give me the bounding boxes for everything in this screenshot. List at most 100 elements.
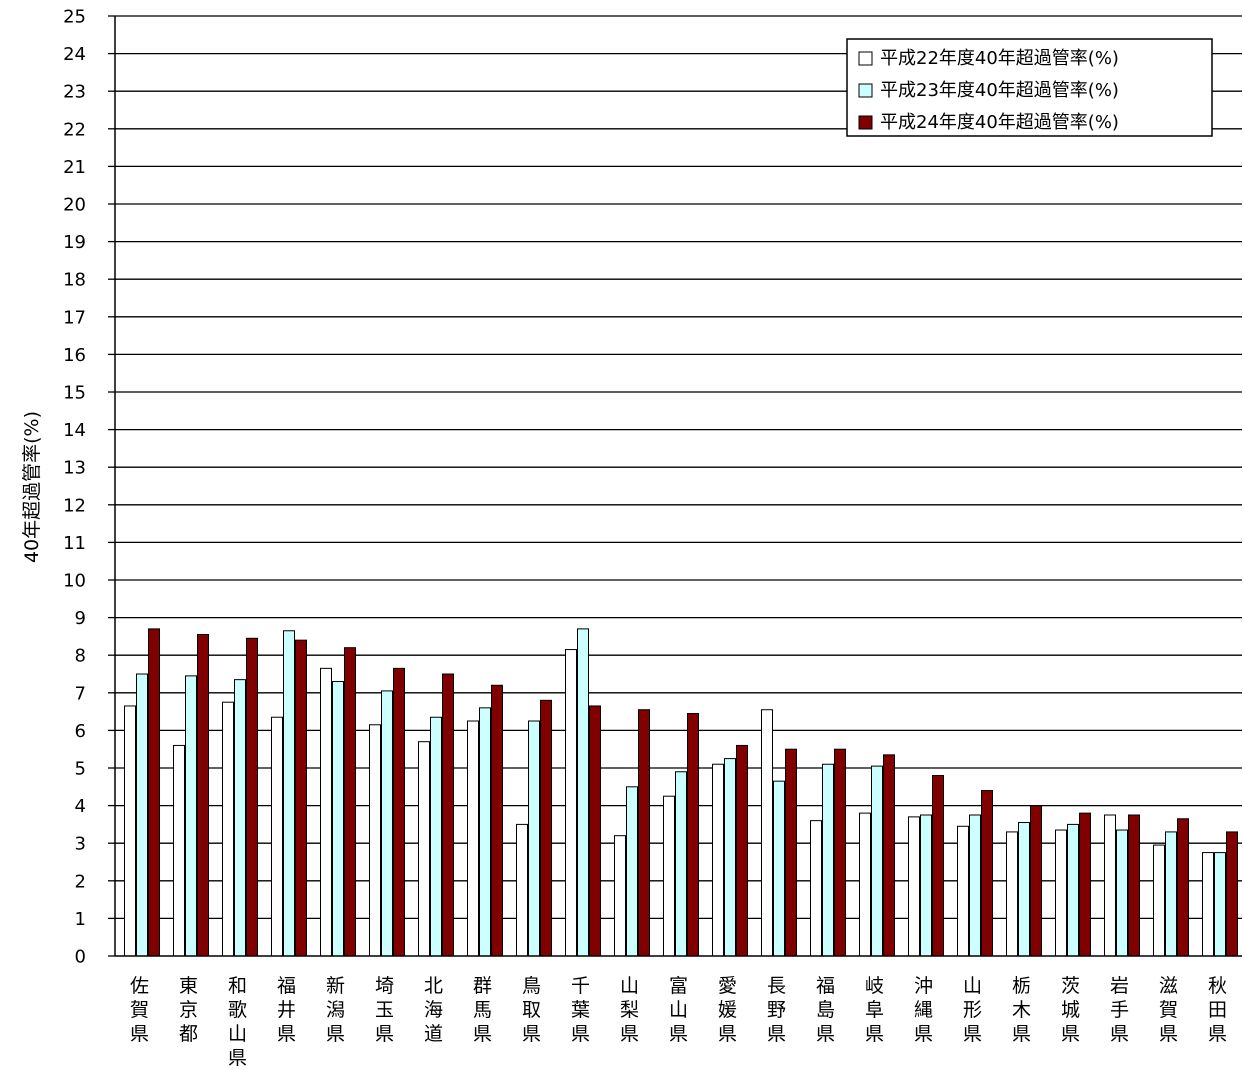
legend-label-3: 平成24年度40年超過管率(%) bbox=[880, 112, 1119, 133]
y-tick-label: 17 bbox=[63, 307, 86, 328]
category-label: 新潟県 bbox=[326, 975, 345, 1045]
bar-2-14 bbox=[822, 763, 834, 957]
category-label: 千葉県 bbox=[571, 975, 590, 1045]
y-axis-label: 40年超過管率(%) bbox=[21, 411, 43, 563]
bar-2-21 bbox=[1165, 831, 1177, 957]
y-tick-label: 9 bbox=[75, 608, 86, 629]
bar-3-1 bbox=[197, 634, 209, 957]
bar-3-11 bbox=[687, 712, 699, 957]
bar-2-8 bbox=[528, 720, 540, 957]
bar-3-3 bbox=[295, 639, 307, 957]
bar-3-8 bbox=[540, 699, 552, 957]
bar-3-17 bbox=[981, 790, 993, 957]
axes bbox=[114, 16, 1242, 957]
bars bbox=[124, 628, 1238, 957]
category-label: 佐賀県 bbox=[130, 975, 149, 1045]
bar-3-12 bbox=[736, 744, 748, 957]
y-tick-label: 0 bbox=[75, 947, 86, 968]
bar-3-19 bbox=[1079, 812, 1091, 957]
legend-swatch-1 bbox=[858, 51, 873, 66]
bar-3-20 bbox=[1128, 814, 1140, 957]
bar-1-14 bbox=[810, 820, 822, 957]
bar-3-6 bbox=[442, 673, 454, 957]
bar-3-22 bbox=[1226, 831, 1238, 957]
y-tick-label: 13 bbox=[63, 458, 86, 479]
bar-1-7 bbox=[467, 720, 479, 957]
bar-1-18 bbox=[1006, 831, 1018, 957]
category-label: 愛媛県 bbox=[718, 975, 737, 1045]
bar-1-3 bbox=[271, 716, 283, 957]
bar-2-0 bbox=[136, 673, 148, 957]
bar-3-18 bbox=[1030, 805, 1042, 957]
bar-3-0 bbox=[148, 628, 160, 957]
category-label: 埼玉県 bbox=[375, 975, 394, 1045]
category-label: 福井県 bbox=[277, 975, 296, 1045]
bar-3-2 bbox=[246, 637, 258, 957]
y-tick-label: 8 bbox=[75, 646, 86, 667]
y-tick-label: 23 bbox=[63, 82, 86, 103]
category-label: 岩手県 bbox=[1110, 975, 1129, 1045]
legend: 平成22年度40年超過管率(%) 平成23年度40年超過管率(%) 平成24年度40… bbox=[846, 38, 1213, 137]
bar-3-7 bbox=[491, 684, 503, 957]
category-label: 鳥取県 bbox=[522, 975, 541, 1045]
y-tick-label: 7 bbox=[75, 683, 86, 704]
bar-1-21 bbox=[1153, 844, 1165, 957]
bar-2-22 bbox=[1214, 852, 1226, 957]
bar-2-12 bbox=[724, 758, 736, 957]
bar-2-6 bbox=[430, 716, 442, 957]
category-label: 和歌山県 bbox=[228, 975, 247, 1069]
y-tick-label: 11 bbox=[63, 533, 86, 554]
y-tick-label: 25 bbox=[63, 7, 86, 28]
category-labels: 佐賀県 東京都 和歌山県 福井県 新潟県 埼玉県 北海道 群馬県 鳥取県 千葉県 山梨県 富山県 愛媛県… bbox=[130, 975, 1227, 1069]
category-label: 山梨県 bbox=[620, 975, 639, 1045]
category-label: 富山県 bbox=[669, 975, 688, 1045]
bar-2-17 bbox=[969, 814, 981, 957]
category-label: 滋賀県 bbox=[1159, 975, 1178, 1045]
y-tick-label: 14 bbox=[63, 420, 86, 441]
y-tick-label: 4 bbox=[75, 796, 86, 817]
y-tick-label: 16 bbox=[63, 345, 86, 366]
bar-3-5 bbox=[393, 667, 405, 957]
bar-1-11 bbox=[663, 795, 675, 957]
y-tick-label: 21 bbox=[63, 157, 86, 178]
bar-1-5 bbox=[369, 724, 381, 957]
bar-2-20 bbox=[1116, 829, 1128, 957]
bar-3-10 bbox=[638, 709, 650, 957]
bar-2-2 bbox=[234, 679, 246, 957]
bar-3-13 bbox=[785, 748, 797, 957]
category-label: 岐阜県 bbox=[865, 975, 884, 1045]
category-label: 沖縄県 bbox=[914, 975, 933, 1045]
bar-2-13 bbox=[773, 780, 785, 957]
category-label: 北海道 bbox=[424, 975, 443, 1045]
y-tick-label: 1 bbox=[75, 909, 86, 930]
bar-2-4 bbox=[332, 681, 344, 957]
bar-2-18 bbox=[1018, 822, 1030, 957]
y-tick-label: 5 bbox=[75, 759, 86, 780]
y-tick-labels: 0123456789101112131415161718192021222324… bbox=[63, 7, 86, 968]
bar-1-0 bbox=[124, 705, 136, 957]
bar-1-22 bbox=[1202, 852, 1214, 957]
y-tick-label: 12 bbox=[63, 495, 86, 516]
bar-3-16 bbox=[932, 775, 944, 957]
bar-1-12 bbox=[712, 763, 724, 957]
bar-1-19 bbox=[1055, 829, 1067, 957]
bar-1-15 bbox=[859, 812, 871, 957]
y-tick-label: 22 bbox=[63, 119, 86, 140]
y-tick-label: 3 bbox=[75, 834, 86, 855]
bar-2-7 bbox=[479, 707, 491, 957]
bar-2-3 bbox=[283, 630, 295, 957]
bar-3-9 bbox=[589, 705, 601, 957]
bar-1-17 bbox=[957, 825, 969, 957]
category-label: 群馬県 bbox=[473, 975, 492, 1045]
bar-3-14 bbox=[834, 748, 846, 957]
y-tick-label: 10 bbox=[63, 571, 86, 592]
y-tick-label: 15 bbox=[63, 383, 86, 404]
bar-1-2 bbox=[222, 701, 234, 957]
category-label: 福島県 bbox=[816, 975, 835, 1045]
y-tick-label: 18 bbox=[63, 270, 86, 291]
y-tick-label: 2 bbox=[75, 871, 86, 892]
bar-3-15 bbox=[883, 754, 895, 957]
bar-1-13 bbox=[761, 709, 773, 957]
category-label: 東京都 bbox=[179, 975, 198, 1045]
